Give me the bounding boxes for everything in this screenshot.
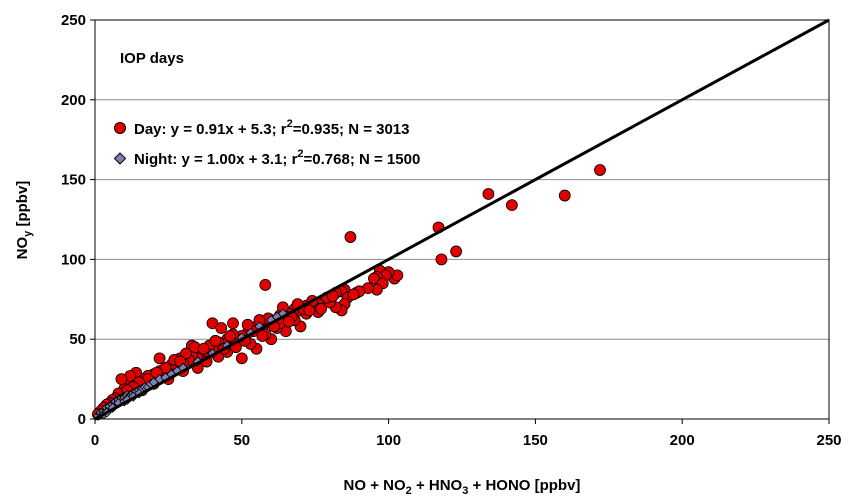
plot-frame [94,19,830,420]
point-day [259,279,272,291]
legend-night-label: Night: y = 1.00x + 3.1; r2=0.768; N = 15… [134,148,420,168]
x-tick-label: 50 [233,432,250,449]
point-day [450,245,463,258]
y-axis-ticks: 0 50 100 150 200 250 [61,12,95,428]
point-day [256,330,269,342]
y-axis-title: NOy [ppbv] [14,181,34,260]
point-day [153,352,166,365]
point-day [224,330,236,342]
point-day [209,334,222,347]
point-day [241,318,254,331]
x-tick-label: 150 [523,432,548,449]
legend-day-marker [114,122,126,134]
x-tick-label: 0 [91,432,99,449]
point-day [215,322,228,334]
point-day [115,373,128,386]
y-tick-label: 0 [78,411,86,428]
y-tick-label: 250 [61,12,86,29]
one-to-one-line [94,18,830,421]
x-tick-label: 100 [376,432,401,449]
y-tick-label: 100 [61,251,86,268]
point-day [315,302,327,315]
point-day [197,342,210,355]
point-day [558,189,571,202]
point-day [347,288,360,301]
point-day [227,317,239,330]
point-day [594,164,606,176]
legend-day-label: Day: y = 0.91x + 5.3; r2=0.935; N = 3013 [134,118,410,138]
x-axis-ticks: 0 50 100 150 200 250 [91,419,842,449]
x-tick-label: 250 [816,432,841,449]
annotation-iop-days: IOP days [120,50,184,67]
legend: Day: y = 0.91x + 5.3; r2=0.935; N = 3013… [113,118,420,168]
point-day [282,315,295,328]
point-day [180,347,192,360]
y-tick-label: 200 [61,92,86,109]
y-tick-label: 50 [69,331,86,348]
point-day [506,199,518,212]
point-day [344,231,357,243]
y-tick-label: 150 [61,172,86,189]
point-day [482,188,495,200]
x-tick-label: 200 [670,432,695,449]
point-day [303,304,316,317]
gridlines [95,99,829,340]
legend-night-marker [113,152,127,165]
point-day [435,253,448,266]
data-points [92,164,606,421]
x-axis-title: NO + NO2 + HNO3 + HONO [ppbv] [344,477,581,497]
point-day [235,352,248,365]
